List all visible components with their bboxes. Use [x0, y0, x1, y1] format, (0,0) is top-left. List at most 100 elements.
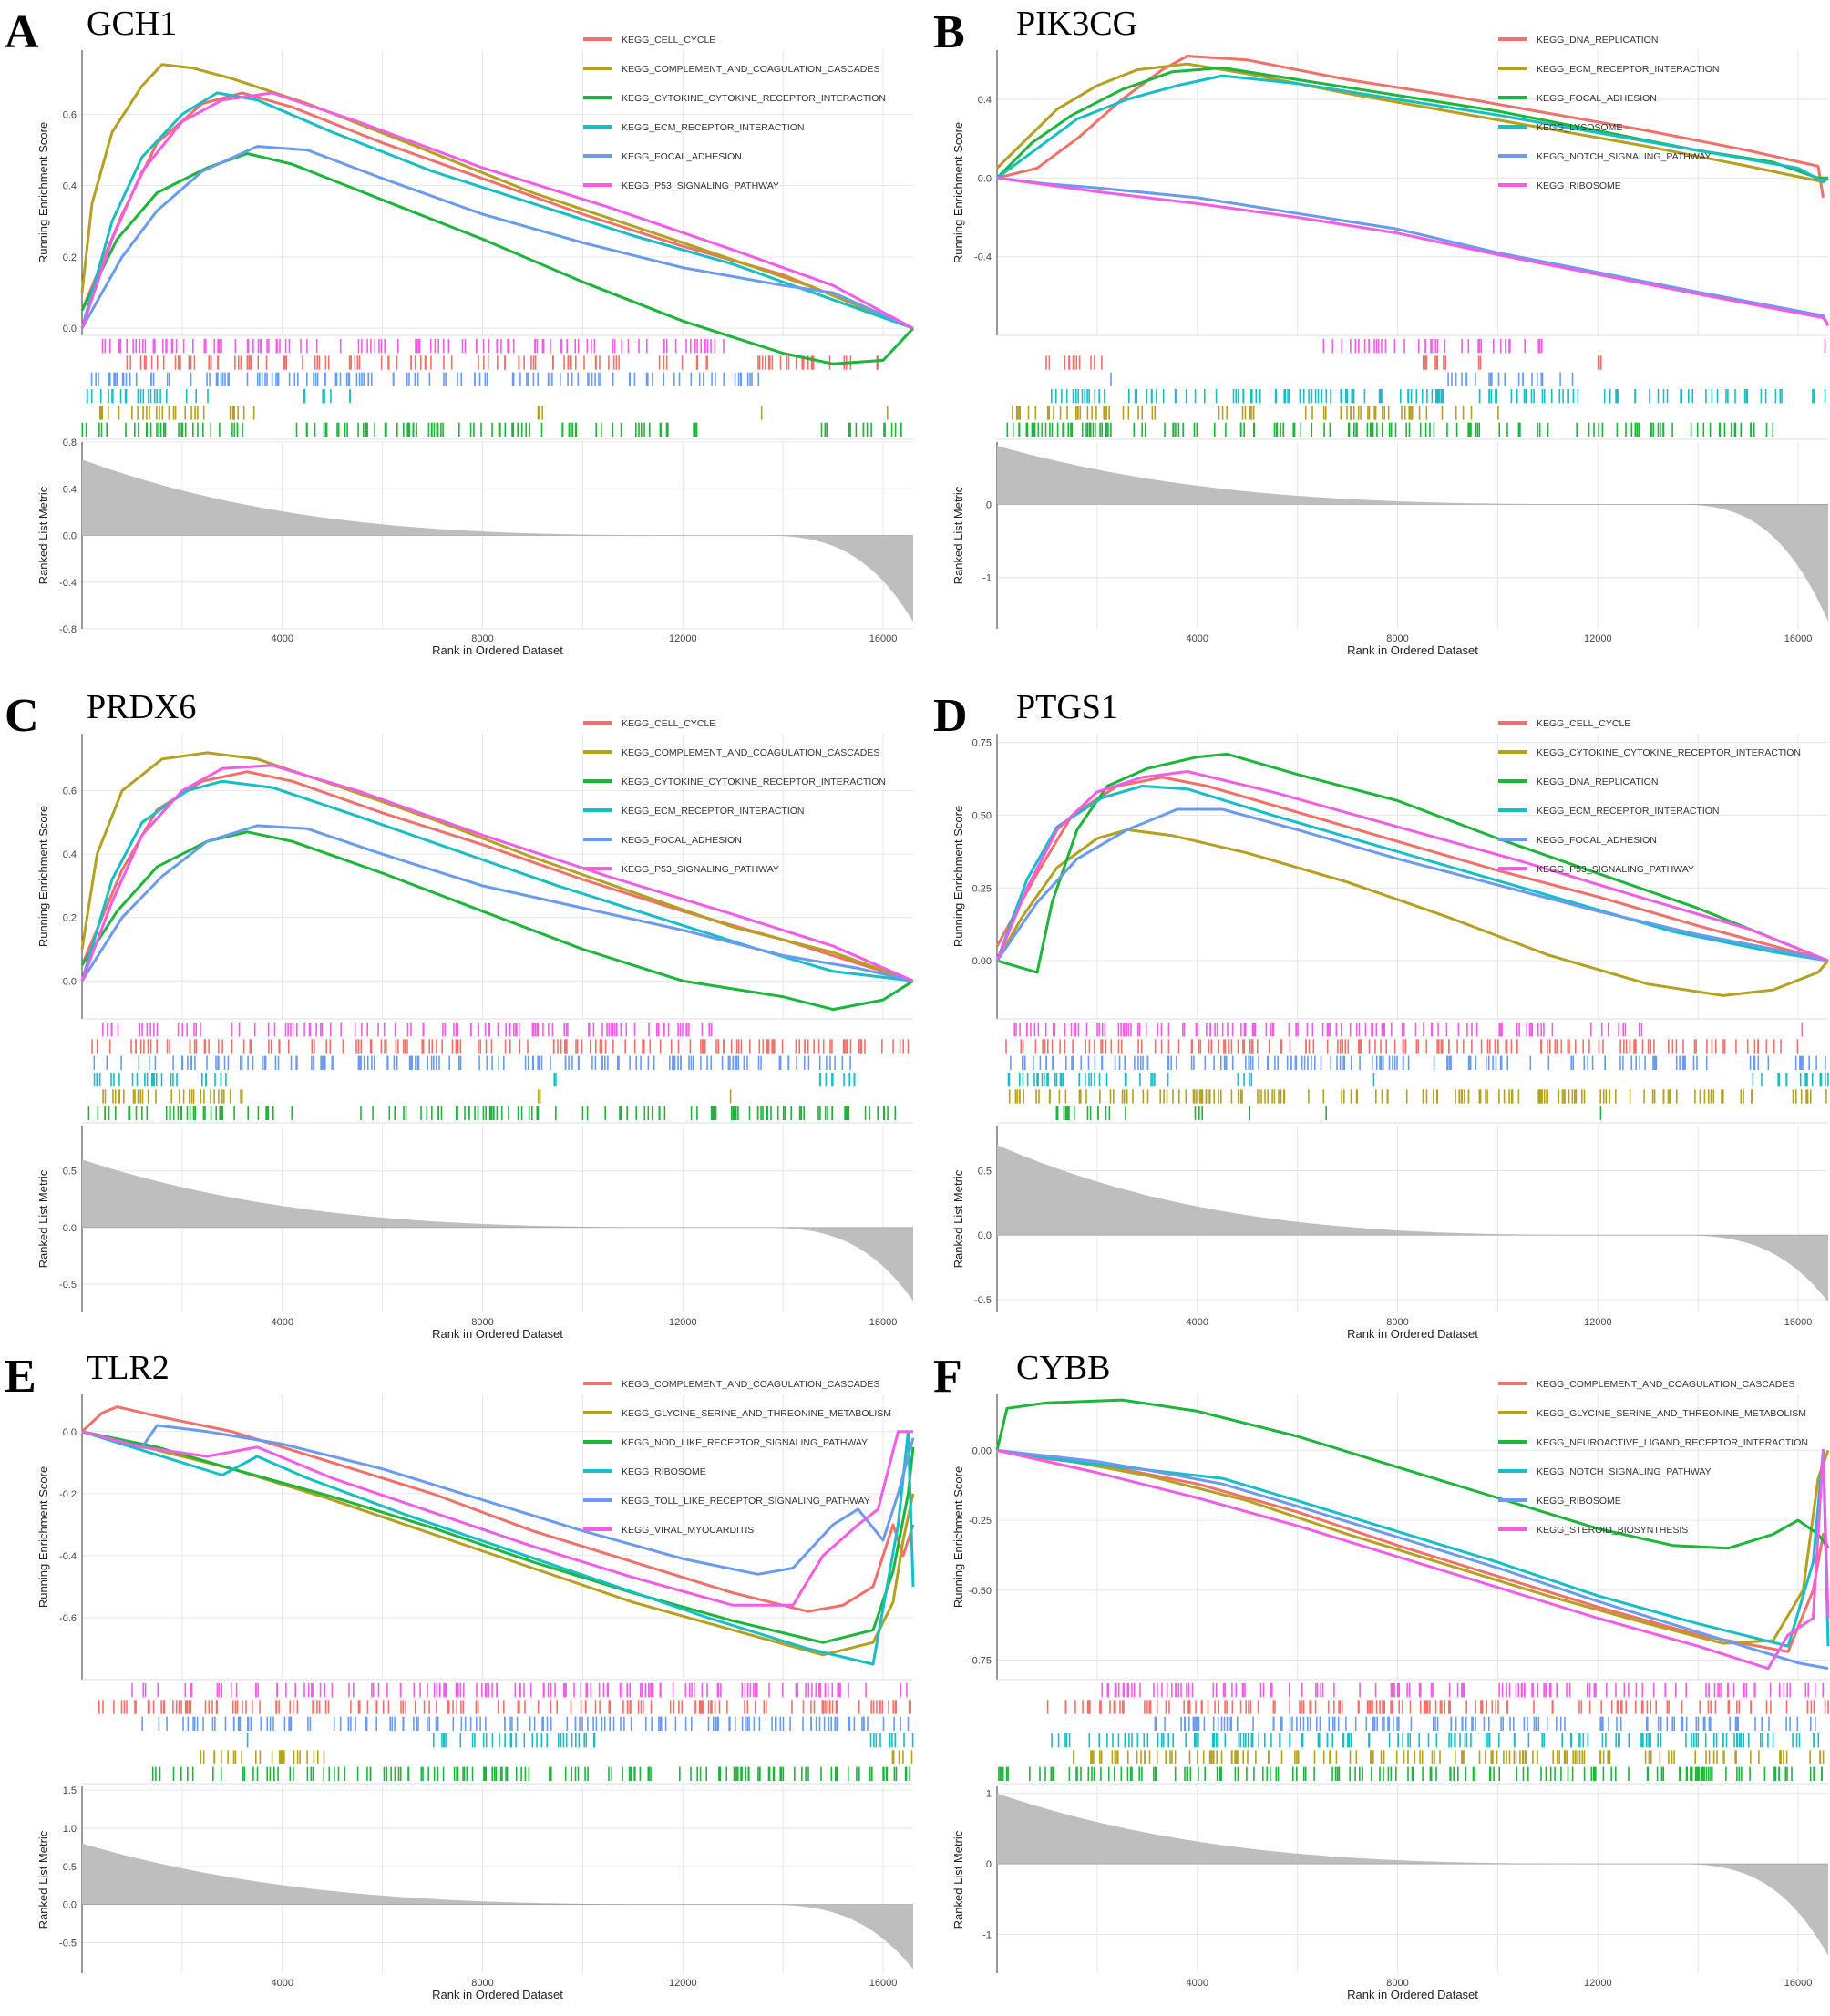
panel-f: F CYBB 0.00 -0.25 -0.50 -0.75 1 0 -1 4000 8000 1200…	[933, 1349, 1830, 2001]
x-tick-label: 12000	[1584, 633, 1612, 644]
y-tick-label: -0.75	[969, 1656, 992, 1667]
metric-tick-label: -1	[982, 573, 992, 584]
x-tick-label: 16000	[1784, 1978, 1813, 1989]
enrichment-curve	[80, 770, 914, 982]
y-axis-title: Running Enrichment Score	[951, 122, 965, 263]
ranked-metric-area	[997, 446, 1828, 622]
legend-label: KEGG_FOCAL_ADHESION	[1537, 93, 1657, 104]
x-tick-label: 12000	[1584, 1978, 1612, 1989]
y-tick-label: 0.6	[63, 109, 77, 120]
gene-title: PTGS1	[1016, 688, 1118, 726]
metric-tick-label: 0.4	[63, 484, 77, 495]
legend-label: KEGG_NEUROACTIVE_LIGAND_RECEPTOR_INTERAC…	[1537, 1437, 1808, 1448]
gene-title: PIK3CG	[1016, 5, 1137, 43]
x-tick-label: 8000	[1386, 1317, 1408, 1328]
legend-label: KEGG_RIBOSOME	[622, 1466, 706, 1477]
x-tick-label: 4000	[1187, 1317, 1208, 1328]
ranked-metric-area	[82, 1843, 913, 1970]
enrichment-curve	[996, 752, 1829, 974]
enrichment-curve	[995, 807, 1829, 962]
metric-axis-title: Ranked List Metric	[36, 1830, 50, 1929]
enrichment-curve	[80, 152, 915, 365]
metric-tick-label: 0.0	[63, 1900, 77, 1911]
metric-axis-title: Ranked List Metric	[36, 1169, 50, 1268]
legend-label: KEGG_COMPLEMENT_AND_COAGULATION_CASCADES	[622, 747, 879, 758]
legend-label: KEGG_GLYCINE_SERINE_AND_THREONINE_METABO…	[1537, 1408, 1806, 1419]
metric-tick-label: 1.5	[63, 1785, 77, 1796]
legend-label: KEGG_COMPLEMENT_AND_COAGULATION_CASCADES	[622, 1379, 879, 1390]
metric-tick-label: 0.0	[63, 531, 77, 542]
enrichment-curve	[996, 74, 1829, 184]
metric-tick-label: 1.0	[63, 1824, 77, 1835]
x-tick-label: 16000	[869, 1317, 898, 1328]
ranked-metric-area	[82, 1159, 913, 1301]
metric-tick-label: 0.5	[63, 1862, 77, 1873]
gene-title: TLR2	[87, 1349, 170, 1387]
y-tick-label: 0.0	[63, 976, 77, 987]
legend-label: KEGG_ECM_RECEPTOR_INTERACTION	[622, 122, 805, 133]
x-tick-label: 16000	[869, 1978, 898, 1989]
y-tick-label: 0.0	[63, 324, 77, 334]
legend-label: KEGG_FOCAL_ADHESION	[1537, 835, 1657, 846]
enrichment-curve	[996, 55, 1825, 199]
legend-label: KEGG_STEROID_BIOSYNTHESIS	[1537, 1525, 1688, 1536]
enrichment-curve	[995, 62, 1829, 184]
legend-label: KEGG_CELL_CYCLE	[1537, 718, 1630, 729]
y-tick-label: 0.00	[972, 1445, 992, 1456]
x-axis-title: Rank in Ordered Dataset	[432, 1327, 563, 1341]
x-tick-label: 4000	[272, 1978, 293, 1989]
y-axis-title: Running Enrichment Score	[951, 806, 965, 947]
gene-title: PRDX6	[87, 688, 196, 726]
enrichment-curve	[81, 1430, 915, 1657]
y-axis-title: Running Enrichment Score	[951, 1466, 965, 1608]
enrichment-curve	[995, 770, 1829, 962]
y-tick-label: 0.0	[63, 1427, 77, 1438]
ranked-metric-area	[82, 459, 913, 622]
metric-axis-title: Ranked List Metric	[951, 1169, 965, 1268]
enrichment-curve	[81, 1424, 915, 1576]
y-tick-label: 0.0	[978, 173, 992, 184]
y-tick-label: -0.4	[59, 1551, 77, 1562]
enrichment-curve	[80, 764, 914, 982]
legend-label: KEGG_CYTOKINE_CYTOKINE_RECEPTOR_INTERACT…	[622, 777, 886, 787]
legend-label: KEGG_DNA_REPLICATION	[1537, 35, 1658, 46]
legend-label: KEGG_ECM_RECEPTOR_INTERACTION	[1537, 806, 1720, 817]
metric-tick-label: 0	[986, 499, 992, 510]
x-tick-label: 12000	[669, 633, 697, 644]
legend-label: KEGG_COMPLEMENT_AND_COAGULATION_CASCADES	[1537, 1379, 1794, 1390]
enrichment-curve	[996, 176, 1830, 326]
metric-tick-label: 0.0	[978, 1230, 992, 1241]
panel-b: B PIK3CG 0.4 0.0 -0.4 0 -1 4000 8000 12000 16000 Ru…	[933, 5, 1830, 657]
panel-letter: A	[5, 6, 39, 58]
panel-e: E TLR2 0.0 -0.2 -0.4 -0.6 1.5 1.0 0.5 0.0 -0.5 4000…	[5, 1349, 915, 2001]
legend-label: KEGG_CYTOKINE_CYTOKINE_RECEPTOR_INTERACT…	[622, 93, 886, 104]
panel-letter: B	[933, 6, 965, 58]
enrichment-curve	[80, 91, 914, 330]
enrichment-curve	[995, 785, 1829, 962]
enrichment-curve	[80, 63, 914, 330]
panel-c: C PRDX6 0.0 0.2 0.4 0.6 0.5 0.0 -0.5 4000 8000 1200…	[5, 688, 914, 1341]
y-tick-label: 0.4	[63, 849, 77, 860]
y-tick-label: 0.50	[972, 810, 992, 821]
enrichment-curve	[996, 1448, 1830, 1671]
x-tick-label: 12000	[669, 1978, 697, 1989]
enrichment-curve	[80, 91, 914, 330]
y-axis-title: Running Enrichment Score	[36, 122, 50, 263]
x-axis-title: Rank in Ordered Dataset	[432, 643, 563, 657]
panel-letter: D	[933, 690, 968, 742]
metric-tick-label: 0.8	[63, 437, 77, 448]
x-tick-label: 8000	[1386, 1978, 1408, 1989]
y-axis-title: Running Enrichment Score	[36, 1466, 50, 1608]
x-tick-label: 16000	[1784, 1317, 1813, 1328]
legend-label: KEGG_GLYCINE_SERINE_AND_THREONINE_METABO…	[622, 1408, 891, 1419]
metric-tick-label: 0.5	[63, 1167, 77, 1178]
y-tick-label: 0.2	[63, 252, 77, 263]
ranked-metric-area	[997, 1145, 1828, 1302]
legend-label: KEGG_TOLL_LIKE_RECEPTOR_SIGNALING_PATHWA…	[622, 1496, 870, 1507]
legend-label: KEGG_CYTOKINE_CYTOKINE_RECEPTOR_INTERACT…	[1537, 747, 1801, 758]
y-tick-label: 0.75	[972, 738, 992, 749]
enrichment-curve	[996, 176, 1830, 327]
y-tick-label: -0.25	[969, 1516, 992, 1527]
metric-tick-label: -1	[982, 1929, 992, 1940]
